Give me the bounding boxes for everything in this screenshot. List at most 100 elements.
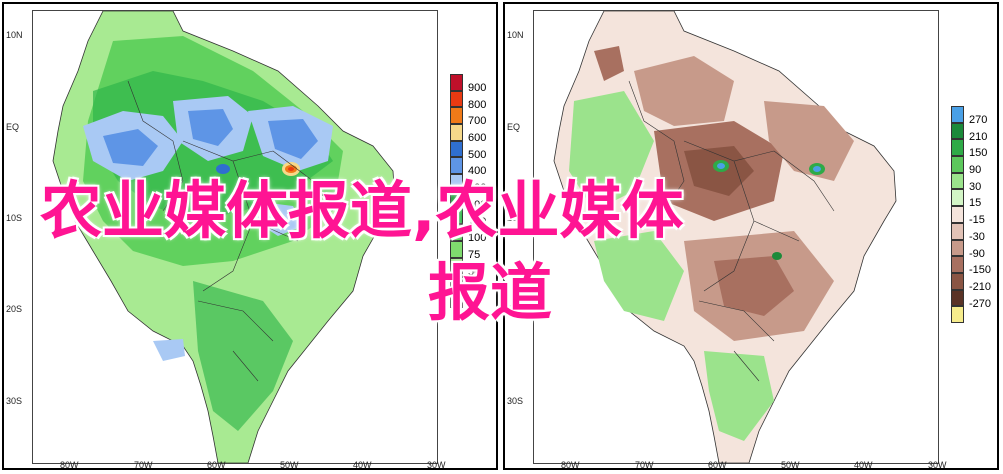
- legend-swatch: [450, 174, 463, 191]
- legend-swatch: [450, 224, 463, 241]
- lat-label-eq: EQ: [6, 122, 20, 132]
- lon-label-50w: 50W: [781, 460, 800, 470]
- lon-label-70w: 70W: [134, 460, 153, 470]
- legend-item: 90: [951, 156, 1001, 177]
- anomaly-map-panel: 10N EQ 10S 20S 30S 80W 70W 60W 50W 40W 3…: [503, 2, 999, 470]
- legend-item: 10: [450, 290, 500, 311]
- lat-label-20s: 20S: [6, 304, 23, 314]
- legend-label: 400: [468, 165, 487, 178]
- legend-swatch: [951, 172, 964, 190]
- lon-label-30w: 30W: [928, 460, 947, 470]
- legend-label: 700: [468, 115, 487, 128]
- legend-swatch: [450, 157, 463, 175]
- lat-label-10n: 10N: [6, 30, 23, 40]
- legend-swatch: [951, 106, 964, 123]
- legend-swatch: [450, 74, 463, 91]
- lon-label-40w: 40W: [353, 460, 372, 470]
- legend-label: 150: [468, 215, 487, 228]
- legend-label: -30: [969, 230, 985, 243]
- legend-swatch: [450, 107, 463, 125]
- legend-item: -30: [951, 222, 1001, 243]
- legend-swatch: [450, 207, 463, 225]
- lat-label-10s: 10S: [6, 213, 23, 223]
- legend-item: 400: [450, 157, 500, 178]
- lon-label-30w: 30W: [427, 460, 446, 470]
- lon-label-80w: 80W: [561, 460, 580, 470]
- legend-item: 270: [951, 106, 1001, 126]
- lat-label-10s: 10S: [507, 213, 524, 223]
- legend-label: 200: [468, 198, 487, 211]
- lon-label-70w: 70W: [635, 460, 654, 470]
- legend-item: 700: [450, 107, 500, 128]
- lon-label-60w: 60W: [207, 460, 226, 470]
- legend-swatch: [951, 222, 964, 240]
- lat-label-eq: EQ: [507, 122, 521, 132]
- legend-item: 15: [951, 189, 1001, 210]
- lat-label-30s: 30S: [6, 396, 23, 406]
- legend-item: -210: [951, 272, 1001, 293]
- lon-label-80w: 80W: [60, 460, 79, 470]
- legend-item: -15: [951, 206, 1001, 227]
- legend-swatch: [951, 189, 964, 207]
- legend-label: 800: [468, 98, 487, 111]
- lon-label-50w: 50W: [280, 460, 299, 470]
- legend-item: 200: [450, 190, 500, 211]
- legend-item: -90: [951, 239, 1001, 260]
- legend-swatch: [450, 124, 463, 141]
- legend-item: [951, 306, 1001, 323]
- legend-item: 100: [450, 224, 500, 245]
- legend-label: 90: [969, 164, 982, 177]
- legend-label: 300: [468, 182, 487, 195]
- legend-swatch: [450, 190, 463, 208]
- legend-swatch: [951, 306, 964, 323]
- legend-label: 100: [468, 232, 487, 245]
- legend-item: -270: [951, 289, 1001, 310]
- legend-item: 300: [450, 174, 500, 195]
- legend-swatch: [450, 257, 463, 275]
- legend-item: 210: [951, 122, 1001, 143]
- lat-label-20s: 20S: [507, 304, 524, 314]
- legend-label: 50: [468, 265, 481, 278]
- legend-label: -90: [969, 247, 985, 260]
- precipitation-map-panel: 10N EQ 10S 20S 30S: [2, 2, 498, 470]
- color-legend-left: 900 800 700 600 500 400 300 200 150 100 75 50 25 10: [450, 74, 500, 311]
- legend-item: 75: [450, 240, 500, 261]
- map-canvas-left: [52, 11, 396, 463]
- legend-swatch: [450, 140, 463, 158]
- precipitation-map: [32, 10, 438, 464]
- lat-label-30s: 30S: [507, 396, 524, 406]
- legend-item: 500: [450, 140, 500, 161]
- legend-item: 150: [450, 207, 500, 228]
- legend-item: -150: [951, 256, 1001, 277]
- legend-label: 210: [969, 130, 988, 143]
- legend-swatch: [450, 274, 463, 291]
- legend-item: 800: [450, 90, 500, 111]
- legend-swatch: [951, 272, 964, 290]
- legend-swatch: [951, 139, 964, 157]
- legend-label: 10: [468, 298, 481, 311]
- lon-label-60w: 60W: [708, 460, 727, 470]
- legend-label: 15: [969, 197, 982, 210]
- legend-swatch: [450, 240, 463, 258]
- map-canvas-right: [553, 11, 897, 463]
- legend-swatch: [450, 90, 463, 108]
- legend-label: -150: [969, 264, 992, 277]
- legend-swatch: [951, 206, 964, 223]
- legend-label: -270: [969, 297, 992, 310]
- legend-label: -210: [969, 280, 992, 293]
- legend-item: 50: [450, 257, 500, 278]
- legend-item: 900: [450, 74, 500, 94]
- legend-label: 25: [468, 282, 481, 295]
- lon-label-40w: 40W: [854, 460, 873, 470]
- legend-swatch: [951, 289, 964, 307]
- legend-label: 500: [468, 148, 487, 161]
- lat-label-10n: 10N: [507, 30, 524, 40]
- legend-label: 150: [969, 147, 988, 160]
- legend-item: 600: [450, 124, 500, 145]
- legend-item: 25: [450, 274, 500, 295]
- legend-label: 600: [468, 132, 487, 145]
- legend-swatch: [951, 256, 964, 273]
- legend-label: -15: [969, 214, 985, 227]
- legend-item: 30: [951, 172, 1001, 192]
- legend-label: 75: [468, 248, 481, 261]
